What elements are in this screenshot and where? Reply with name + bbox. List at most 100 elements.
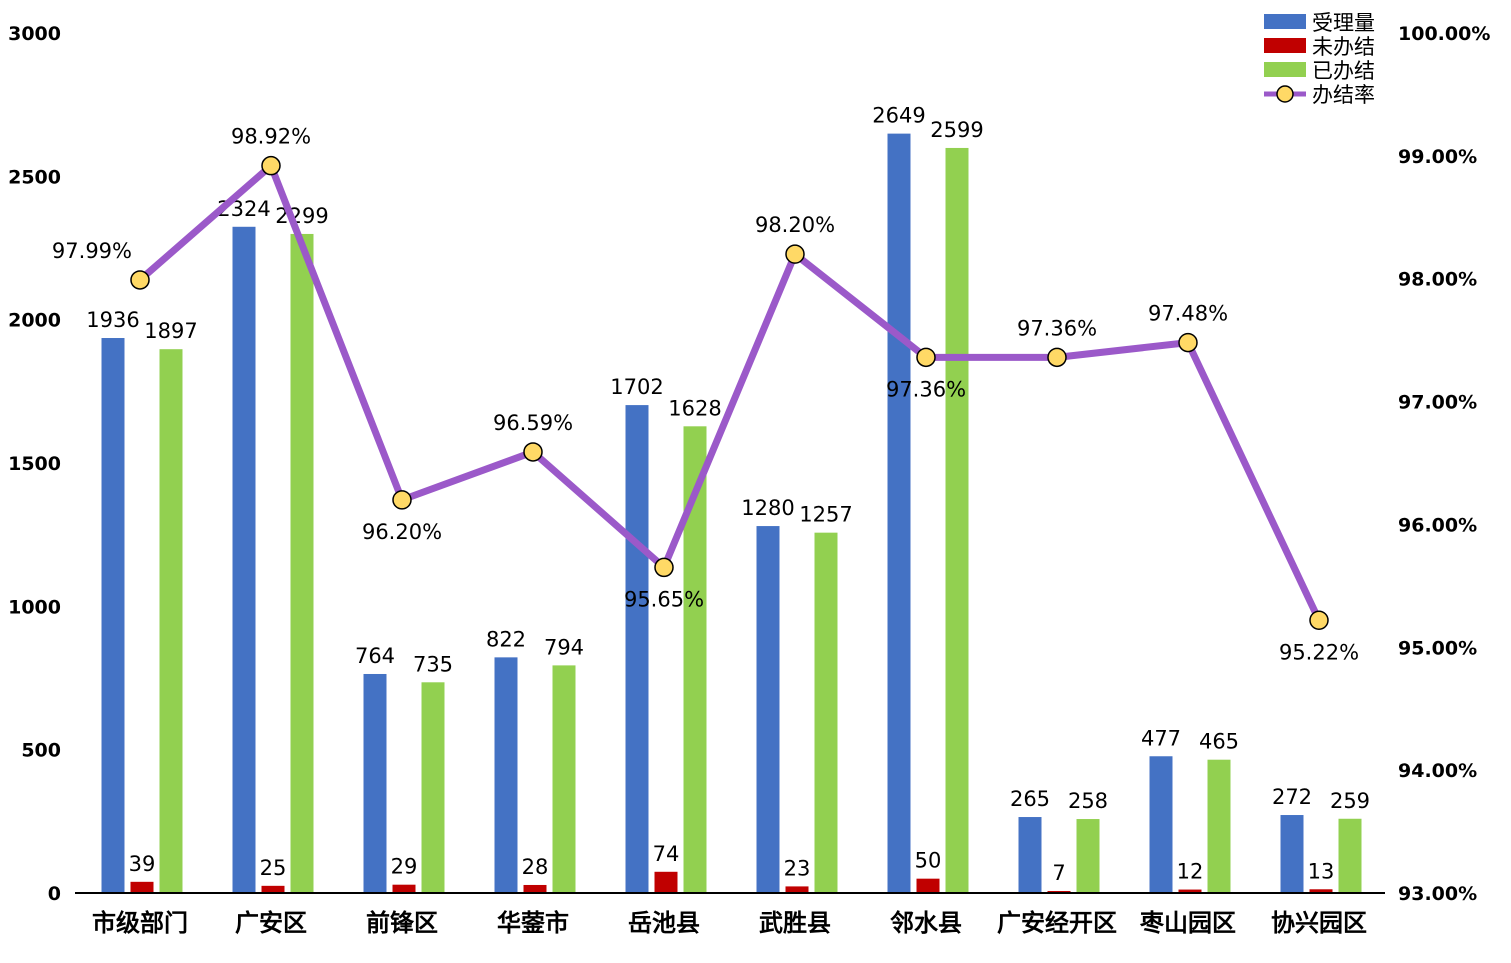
bar-value-label: 13 (1308, 859, 1335, 883)
bar-value-label: 465 (1199, 730, 1239, 754)
rate-value-label: 97.36% (886, 377, 966, 401)
bar-受理量 (232, 226, 256, 893)
bar-value-label: 2649 (872, 104, 925, 128)
bar-value-label: 23 (784, 856, 811, 880)
bar-value-label: 265 (1010, 787, 1050, 811)
category-label: 市级部门 (92, 909, 188, 937)
left-axis-tick-label: 1500 (8, 453, 61, 475)
right-y-axis: 93.00% 94.00% 95.00% 96.00% 97.00% 98.00% 99.0… (1398, 23, 1490, 905)
bar-value-label: 2599 (930, 118, 983, 142)
bar-已办结 (945, 147, 969, 893)
legend-swatch (1264, 14, 1306, 29)
category-label: 协兴园区 (1271, 909, 1367, 937)
left-axis-tick-label: 2000 (8, 310, 61, 332)
rate-marker (916, 347, 936, 368)
bar-value-label: 50 (915, 849, 942, 873)
bar-已办结 (552, 665, 576, 893)
rate-marker (654, 557, 674, 578)
bar-未办结 (785, 886, 809, 893)
rate-value-label: 97.48% (1148, 302, 1228, 326)
bar-未办结 (916, 878, 940, 893)
category-labels: 市级部门 广安区 前锋区 华蓥市 岳池县 武胜县 邻水县 广安经开区 枣山园区 协兴园区 (92, 909, 1367, 937)
bar-value-label: 764 (355, 644, 395, 668)
bar-未办结 (130, 881, 154, 893)
bar-value-label: 258 (1068, 789, 1108, 813)
rate-line-series: 97.99% 98.92% 96.20% 96.59% 95.65% 98.20% 97.3… (52, 125, 1359, 665)
bar-value-label: 1280 (741, 496, 794, 520)
bar-value-label: 1897 (144, 319, 197, 343)
rate-marker (1309, 610, 1329, 631)
legend-marker (1276, 85, 1294, 103)
bar-受理量 (1280, 815, 1304, 893)
bar-value-label: 259 (1330, 789, 1370, 813)
bar-未办结 (1309, 889, 1333, 893)
left-axis-tick-label: 500 (21, 740, 61, 762)
bar-value-label: 272 (1272, 785, 1312, 809)
category-label: 前锋区 (366, 909, 438, 937)
rate-value-label: 98.92% (231, 125, 311, 149)
bar-未办结 (261, 885, 285, 893)
rate-value-label: 96.20% (362, 520, 442, 544)
category-label: 华蓥市 (497, 909, 569, 937)
rate-marker (261, 155, 281, 176)
bar-value-label: 794 (544, 635, 584, 659)
bar-value-label: 2299 (275, 204, 328, 228)
bar-已办结 (159, 349, 183, 893)
legend-swatch (1264, 38, 1306, 53)
bar-已办结 (814, 532, 838, 893)
bar-value-label: 1702 (610, 375, 663, 399)
bar-value-label: 1628 (668, 396, 721, 420)
bar-value-label: 28 (522, 855, 549, 879)
right-axis-tick-label: 99.00% (1398, 146, 1477, 168)
bar-未办结 (392, 884, 416, 893)
rate-value-label: 97.36% (1017, 316, 1097, 340)
bar-value-label: 39 (129, 852, 156, 876)
right-axis-tick-label: 96.00% (1398, 514, 1477, 536)
bar-受理量 (756, 526, 780, 893)
bar-value-label: 822 (486, 627, 526, 651)
right-axis-tick-label: 100.00% (1398, 23, 1490, 45)
bar-已办结 (290, 233, 314, 893)
rate-marker (1178, 332, 1198, 353)
bar-受理量 (887, 133, 911, 893)
bar-value-label: 477 (1141, 726, 1181, 750)
right-axis-tick-label: 97.00% (1398, 392, 1477, 414)
bar-value-label: 12 (1177, 860, 1204, 884)
rate-value-label: 98.20% (755, 213, 835, 237)
rate-line (137, 162, 1323, 622)
rate-value-label: 95.22% (1279, 640, 1359, 664)
bar-未办结 (523, 884, 547, 893)
legend-label: 受理量 (1312, 11, 1375, 35)
left-axis-tick-label: 1000 (8, 596, 61, 618)
bar-受理量 (363, 673, 387, 893)
right-axis-tick-label: 93.00% (1398, 883, 1477, 905)
bar-未办结 (1047, 890, 1071, 893)
category-label: 岳池县 (628, 909, 700, 937)
rate-marker (130, 270, 150, 290)
right-axis-tick-label: 95.00% (1398, 637, 1477, 659)
category-label: 枣山园区 (1139, 909, 1236, 937)
category-label: 广安经开区 (997, 909, 1117, 937)
category-label: 武胜县 (759, 909, 831, 937)
category-label: 广安区 (235, 909, 307, 937)
bar-已办结 (1207, 759, 1231, 893)
bar-受理量 (494, 657, 518, 893)
bar-value-label: 74 (653, 842, 680, 866)
bar-value-label: 1936 (86, 308, 139, 332)
bar-已办结 (1076, 819, 1100, 893)
left-axis-tick-label: 2500 (8, 166, 61, 188)
rate-marker (785, 244, 805, 264)
bar-受理量 (101, 338, 125, 894)
legend-swatch (1264, 62, 1306, 77)
right-axis-tick-label: 94.00% (1398, 760, 1477, 782)
rate-value-label: 95.65% (624, 587, 704, 611)
right-axis-tick-label: 98.00% (1398, 269, 1477, 291)
left-y-axis: 0 500 1000 1500 2000 2500 3000 (8, 23, 61, 905)
bar-value-label: 735 (413, 652, 453, 676)
rate-marker (392, 490, 412, 510)
bar-已办结 (683, 426, 707, 893)
bar-已办结 (1338, 818, 1362, 893)
